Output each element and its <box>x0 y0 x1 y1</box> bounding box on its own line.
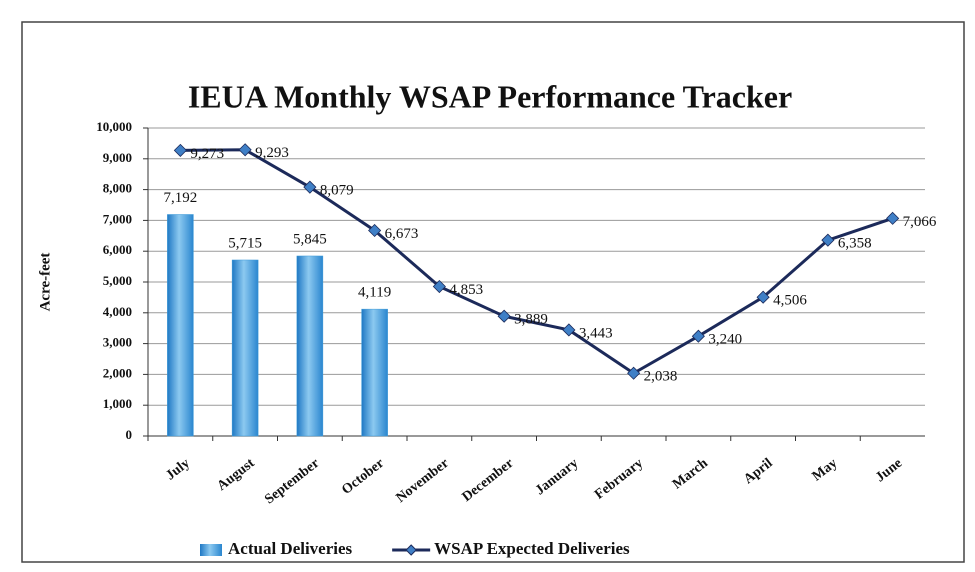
y-axis-label: Acre-feet <box>37 253 53 312</box>
bar <box>167 214 194 437</box>
line-marker <box>238 143 252 157</box>
data-label: 4,119 <box>358 285 391 301</box>
line-marker <box>886 211 900 225</box>
line-marker <box>756 290 770 304</box>
line-marker <box>368 223 382 238</box>
data-label: 6,673 <box>385 226 419 242</box>
legend-swatch <box>200 544 222 556</box>
bar <box>296 255 324 437</box>
data-label: 8,079 <box>320 183 354 199</box>
line-marker <box>562 323 576 337</box>
y-tick-label: 3,000 <box>103 335 132 350</box>
y-tick-label: 9,000 <box>103 150 132 165</box>
bar <box>361 308 388 437</box>
data-label: 9,293 <box>255 145 289 161</box>
y-tick-label: 4,000 <box>103 304 132 319</box>
data-label: 9,273 <box>190 146 224 162</box>
y-tick-label: 10,000 <box>96 119 132 134</box>
bar <box>231 259 259 437</box>
line <box>180 148 894 375</box>
chart-title: IEUA Monthly WSAP Performance Tracker <box>188 78 792 114</box>
data-label: 5,845 <box>293 231 327 247</box>
data-label: 3,443 <box>579 325 613 341</box>
data-label: 3,889 <box>514 312 548 328</box>
data-label: 4,853 <box>449 282 483 298</box>
line-marker <box>627 366 641 380</box>
line-marker <box>691 329 705 343</box>
legend-label: Actual Deliveries <box>228 539 353 558</box>
line-marker <box>497 309 511 323</box>
legend-marker <box>405 544 417 556</box>
y-tick-label: 1,000 <box>103 396 132 411</box>
line-marker <box>303 180 317 194</box>
line-marker <box>173 143 187 157</box>
data-label: 2,038 <box>644 369 678 385</box>
y-tick-label: 0 <box>126 427 133 442</box>
y-tick-label: 6,000 <box>103 242 132 257</box>
y-tick-label: 5,000 <box>103 273 132 288</box>
line-marker <box>432 279 446 294</box>
y-tick-label: 7,000 <box>103 211 132 226</box>
line-marker <box>821 233 835 247</box>
data-label: 6,358 <box>838 236 872 252</box>
data-label: 5,715 <box>228 235 262 251</box>
y-tick-label: 8,000 <box>103 181 132 196</box>
data-label: 4,506 <box>773 293 807 309</box>
data-label: 3,240 <box>708 332 742 348</box>
legend-label: WSAP Expected Deliveries <box>434 539 630 558</box>
y-tick-label: 2,000 <box>103 365 132 380</box>
data-label: 7,192 <box>164 190 198 206</box>
data-label: 7,066 <box>903 214 937 230</box>
